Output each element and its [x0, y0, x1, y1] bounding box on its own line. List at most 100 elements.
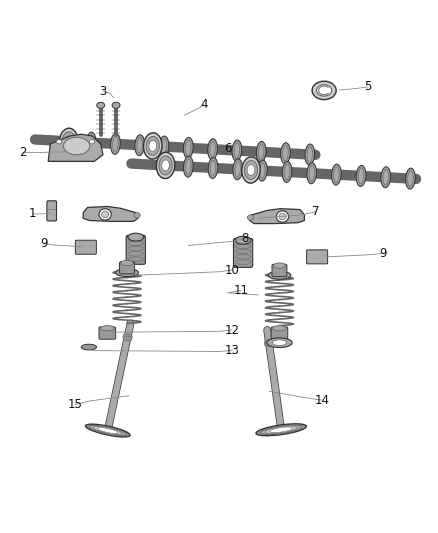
Ellipse shape — [100, 326, 114, 331]
FancyBboxPatch shape — [272, 264, 287, 277]
FancyBboxPatch shape — [75, 240, 96, 254]
Ellipse shape — [184, 138, 193, 158]
Ellipse shape — [162, 160, 170, 171]
Ellipse shape — [65, 136, 73, 147]
Ellipse shape — [235, 236, 251, 244]
Ellipse shape — [64, 138, 90, 155]
Ellipse shape — [146, 136, 159, 156]
Text: 15: 15 — [68, 398, 83, 411]
Ellipse shape — [186, 140, 191, 156]
Ellipse shape — [273, 263, 286, 268]
Ellipse shape — [233, 159, 243, 180]
Ellipse shape — [267, 338, 292, 348]
Text: 10: 10 — [225, 263, 240, 277]
Ellipse shape — [156, 152, 175, 179]
Text: 9: 9 — [379, 247, 387, 260]
Ellipse shape — [60, 128, 78, 155]
Ellipse shape — [332, 164, 341, 185]
Ellipse shape — [258, 160, 267, 181]
Ellipse shape — [283, 146, 288, 161]
Ellipse shape — [161, 139, 166, 154]
Ellipse shape — [265, 426, 297, 433]
Polygon shape — [48, 134, 103, 161]
FancyBboxPatch shape — [126, 236, 145, 264]
Ellipse shape — [134, 213, 140, 218]
Text: 11: 11 — [233, 284, 248, 297]
Ellipse shape — [112, 102, 120, 108]
Ellipse shape — [98, 427, 118, 433]
Ellipse shape — [307, 147, 312, 162]
Ellipse shape — [264, 340, 273, 344]
Ellipse shape — [408, 171, 413, 186]
Ellipse shape — [272, 326, 286, 331]
Ellipse shape — [62, 132, 75, 151]
Ellipse shape — [208, 157, 218, 179]
Ellipse shape — [256, 424, 306, 435]
Ellipse shape — [309, 166, 314, 181]
Ellipse shape — [234, 143, 240, 158]
Ellipse shape — [57, 140, 62, 144]
Ellipse shape — [135, 135, 145, 156]
Ellipse shape — [116, 269, 138, 277]
Ellipse shape — [276, 211, 289, 222]
Ellipse shape — [260, 163, 265, 178]
Text: 12: 12 — [225, 324, 240, 336]
Ellipse shape — [282, 161, 292, 182]
Ellipse shape — [128, 233, 144, 241]
Ellipse shape — [316, 85, 332, 96]
Ellipse shape — [144, 133, 162, 159]
Ellipse shape — [305, 144, 314, 165]
Ellipse shape — [86, 132, 96, 153]
Ellipse shape — [89, 140, 95, 144]
Ellipse shape — [381, 167, 391, 188]
Ellipse shape — [284, 164, 290, 180]
Text: 14: 14 — [314, 393, 329, 407]
Ellipse shape — [210, 160, 215, 175]
Ellipse shape — [102, 211, 109, 217]
Ellipse shape — [312, 81, 336, 100]
Ellipse shape — [270, 427, 293, 432]
Polygon shape — [83, 206, 138, 221]
Ellipse shape — [235, 161, 240, 177]
FancyBboxPatch shape — [99, 327, 116, 339]
FancyBboxPatch shape — [47, 201, 57, 221]
Text: 13: 13 — [225, 344, 240, 357]
Text: 4: 4 — [200, 98, 208, 111]
Text: 8: 8 — [242, 231, 249, 245]
Ellipse shape — [261, 425, 302, 434]
Ellipse shape — [358, 168, 364, 183]
Ellipse shape — [247, 215, 254, 220]
FancyBboxPatch shape — [307, 250, 328, 264]
Text: 2: 2 — [19, 146, 27, 159]
Ellipse shape — [159, 136, 169, 157]
Ellipse shape — [89, 425, 126, 436]
Ellipse shape — [244, 160, 258, 180]
FancyBboxPatch shape — [271, 327, 288, 339]
Ellipse shape — [208, 139, 217, 160]
Ellipse shape — [265, 342, 274, 346]
Ellipse shape — [99, 209, 111, 220]
Ellipse shape — [334, 167, 339, 182]
Ellipse shape — [123, 334, 132, 339]
Text: 5: 5 — [364, 80, 371, 93]
Ellipse shape — [356, 165, 366, 187]
Ellipse shape — [210, 142, 215, 157]
FancyBboxPatch shape — [120, 262, 134, 274]
Ellipse shape — [93, 426, 122, 434]
Text: 3: 3 — [99, 85, 106, 98]
Text: 1: 1 — [29, 207, 37, 221]
Ellipse shape — [406, 168, 415, 189]
Ellipse shape — [88, 135, 94, 150]
Ellipse shape — [281, 143, 290, 164]
Ellipse shape — [97, 102, 105, 108]
Ellipse shape — [137, 138, 142, 153]
Text: 7: 7 — [311, 205, 319, 218]
Ellipse shape — [242, 157, 260, 183]
Ellipse shape — [256, 141, 266, 163]
Ellipse shape — [113, 136, 118, 151]
Ellipse shape — [307, 163, 317, 184]
Ellipse shape — [186, 159, 191, 174]
Polygon shape — [250, 209, 304, 223]
Ellipse shape — [383, 169, 389, 185]
Ellipse shape — [258, 144, 264, 159]
